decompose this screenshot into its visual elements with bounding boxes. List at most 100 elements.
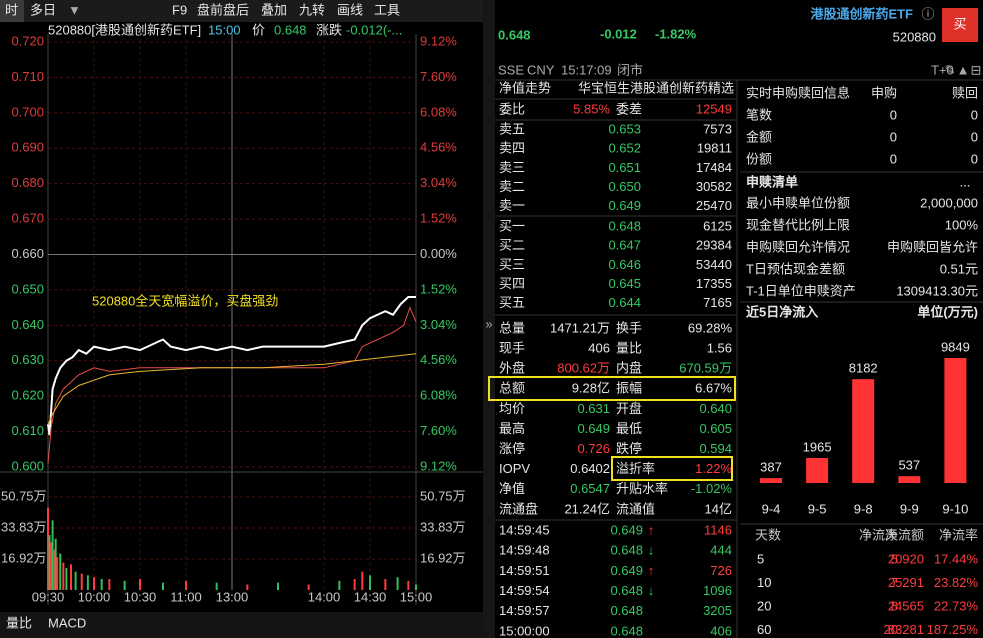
label: 0.726 (577, 441, 610, 456)
y-tick-label: 50.75万 (420, 488, 466, 503)
label: 3205 (703, 603, 732, 618)
label: ↓ (648, 543, 655, 558)
label: 2,000,000 (920, 195, 978, 210)
pct-label: 3.04% (420, 175, 457, 190)
label: 10 (757, 575, 771, 590)
bottom-tab[interactable]: MACD (48, 615, 86, 630)
pct-label: 6.08% (420, 104, 457, 119)
label: 0.648 (610, 583, 643, 598)
y-tick-label: 0.620 (11, 388, 44, 403)
label: 0.649 (608, 198, 641, 213)
label: 份额 (746, 151, 772, 166)
label: 现手 (499, 341, 525, 356)
label: 净值 (499, 481, 525, 496)
volume-bar (59, 553, 62, 590)
label: 0.640 (699, 401, 732, 416)
label: 15:00:00 (499, 623, 550, 638)
y-tick-label: 0.640 (11, 317, 44, 332)
label: 申购赎回皆允许 (887, 239, 978, 254)
label: 0.6402 (570, 461, 610, 476)
label: 价 (252, 22, 265, 37)
label: 天数 (755, 527, 781, 542)
label: 1471.21万 (550, 320, 610, 335)
pct-label: 1.52% (420, 211, 457, 226)
label: 100% (945, 217, 979, 232)
label: 0.652 (608, 141, 641, 156)
label: 0.649 (610, 563, 643, 578)
label: 20920 (888, 551, 924, 566)
label: 买三 (499, 257, 525, 272)
label: 20 (884, 622, 898, 637)
toolbar-tab[interactable]: 时 (5, 2, 18, 17)
label: 1096 (703, 583, 732, 598)
bar-label: 9849 (941, 339, 970, 354)
x-tick-label: 14:30 (354, 589, 387, 604)
divider (483, 0, 495, 638)
label: 12549 (696, 101, 732, 116)
label: 17484 (696, 160, 732, 175)
toolbar-tab[interactable]: 工具 (374, 2, 400, 17)
toolbar-tab[interactable]: 叠加 (261, 2, 287, 17)
label: 卖五 (499, 121, 525, 136)
label: 0.646 (608, 257, 641, 272)
y-tick-label: 0.700 (11, 104, 44, 119)
active-tab (0, 0, 24, 22)
label: 0 (890, 107, 897, 122)
label: 21.24亿 (564, 501, 610, 516)
buy-button[interactable] (942, 8, 978, 42)
y-tick-label: 50.75万 (1, 488, 47, 503)
icon[interactable]: ▲ (957, 62, 970, 77)
volume-bar (54, 538, 57, 590)
price-line (47, 353, 417, 425)
label: 83281 (888, 622, 924, 637)
icon[interactable]: ✎ (945, 62, 956, 77)
label: 净值走势 (499, 80, 551, 95)
label: 0.648 (610, 603, 643, 618)
label: 0.649 (610, 522, 643, 537)
toolbar-tab[interactable]: 多日 (30, 2, 56, 17)
label: 6.67% (695, 381, 732, 396)
label: 卖一 (499, 198, 525, 213)
pct-label: 3.04% (420, 317, 457, 332)
x-tick-label: 10:30 (124, 589, 157, 604)
toolbar-tab[interactable]: 盘前盘后 (197, 2, 249, 17)
label: 实时申购赎回信息 (746, 85, 850, 100)
label: 0.649 (577, 421, 610, 436)
label: 14:59:54 (499, 583, 550, 598)
x-tick-label: 10:00 (78, 589, 111, 604)
label: 14:59:57 (499, 603, 550, 618)
label: 闭市 (617, 62, 643, 77)
toolbar-tab[interactable]: 九转 (299, 2, 325, 17)
volume-bar (407, 580, 410, 590)
toolbar-tab[interactable]: F9 (172, 2, 187, 17)
label: 委差 (616, 101, 642, 116)
buy-label[interactable]: 买 (953, 16, 966, 31)
toolbar-tab[interactable]: 画线 (337, 2, 363, 17)
bottom-bar (0, 612, 483, 638)
label: 买五 (499, 295, 525, 310)
bar-label: 8182 (849, 361, 878, 376)
label: 卖四 (499, 141, 525, 156)
label: 0 (890, 151, 897, 166)
label: 29384 (696, 238, 732, 253)
label: 23.82% (934, 575, 979, 590)
y-tick-label: 0.660 (11, 246, 44, 261)
label: 5 (757, 551, 764, 566)
bar (760, 478, 782, 483)
bottom-tab[interactable]: 量比 (6, 615, 32, 630)
y-tick-label: 16.92万 (1, 550, 47, 565)
label: 14:59:48 (499, 543, 550, 558)
volume-bar (56, 557, 59, 590)
label: 0 (971, 107, 978, 122)
label: 406 (710, 623, 732, 638)
label: -1.02% (691, 481, 733, 496)
label: 0.605 (699, 421, 732, 436)
label: 30582 (696, 179, 732, 194)
icon[interactable]: ⊟ (971, 62, 982, 77)
label: -1.82% (655, 26, 697, 41)
label: -0.012 (600, 26, 637, 41)
label: 0.648 (610, 543, 643, 558)
label: -0.012(-... (346, 22, 402, 37)
collapse-icon[interactable]: » (485, 316, 492, 331)
